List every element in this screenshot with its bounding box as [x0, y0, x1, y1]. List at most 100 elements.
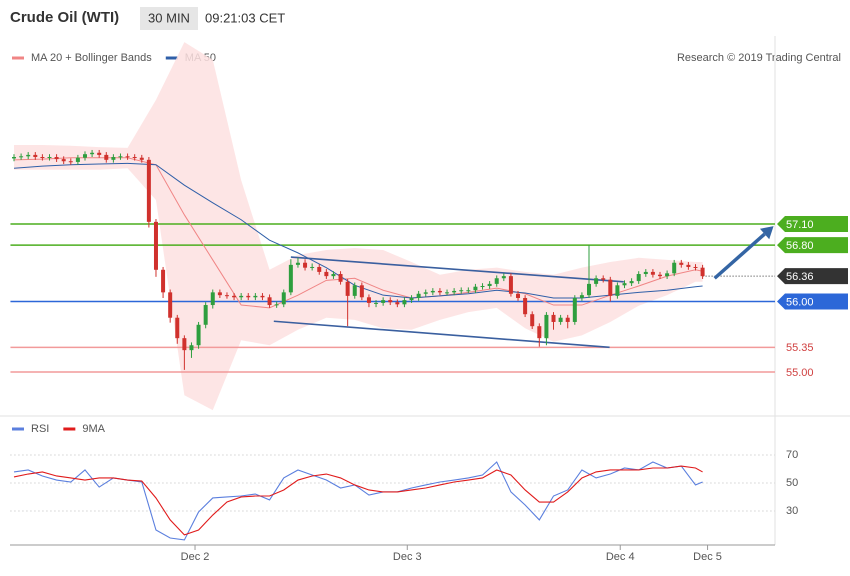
level-tag [777, 215, 848, 232]
candle-body [487, 283, 492, 287]
candle-body [466, 290, 471, 292]
candle-body [267, 297, 272, 306]
legend-label: RSI [31, 423, 49, 435]
candle-body [68, 161, 73, 163]
candle-body [587, 283, 592, 296]
candle-body [260, 295, 265, 298]
candle-body [665, 273, 670, 277]
candle-body [615, 285, 620, 296]
candle-body [508, 276, 513, 294]
candle-body [324, 271, 329, 277]
candle-body [82, 154, 87, 158]
candle-body [352, 285, 357, 296]
candle-body [224, 295, 229, 297]
source: Research © 2019 Trading Central [677, 52, 841, 64]
legend-label: 9MA [82, 423, 105, 435]
indicator-line [13, 157, 703, 309]
candle-body [303, 262, 308, 268]
candle-body [366, 297, 371, 303]
candle-body [153, 221, 158, 270]
candle-body [416, 293, 421, 298]
candle-body [104, 154, 109, 160]
candle-body [132, 157, 137, 159]
candle-body [636, 274, 641, 282]
candle-body [210, 292, 215, 306]
candle-body [146, 159, 151, 222]
candle-body [452, 290, 457, 293]
candle-body [189, 345, 194, 351]
candle-body [650, 271, 655, 275]
candle-body [622, 283, 627, 286]
legend-label: MA 20 + Bollinger Bands [31, 52, 152, 64]
candle-body [579, 295, 584, 298]
candle-body [118, 156, 123, 158]
candle-body [40, 157, 45, 159]
rsi-line [13, 465, 703, 536]
candle-body [480, 286, 485, 288]
candle-body [288, 264, 293, 293]
candle-body [11, 157, 16, 159]
candle-body [693, 266, 698, 268]
candle-body [111, 157, 116, 160]
candle-body [125, 156, 130, 158]
candle-body [388, 300, 393, 303]
candle-body [47, 157, 52, 159]
candle-body [700, 267, 705, 277]
candle-body [395, 302, 400, 305]
candle-body [501, 276, 506, 279]
candle-body [26, 154, 31, 157]
x-tick-label: Dec 4 [606, 551, 635, 563]
candle-body [19, 156, 24, 158]
candle-body [182, 338, 187, 351]
candle-body [139, 157, 144, 160]
trendline [290, 256, 624, 283]
candle-body [75, 157, 80, 162]
candle-body [594, 278, 599, 284]
candle-body [217, 292, 222, 296]
candle-body [345, 281, 350, 296]
level-tag [777, 293, 848, 310]
candle-body [54, 157, 59, 160]
candle-body [295, 262, 300, 265]
level-label: 57.10 [786, 219, 814, 231]
candle-body [409, 297, 414, 301]
candle-body [530, 314, 535, 327]
candle-body [565, 317, 570, 322]
candle-body [317, 266, 322, 272]
x-tick-label: Dec 2 [181, 551, 210, 563]
y-tick-label: 70 [786, 449, 798, 461]
candle-body [537, 326, 542, 339]
candle-body [672, 262, 677, 274]
candle-body [381, 300, 386, 303]
candle-body [239, 295, 244, 298]
candle-body [686, 264, 691, 267]
y-tick-label: 30 [786, 505, 798, 517]
candle-body [558, 317, 563, 322]
level-label: 56.80 [786, 240, 814, 252]
candle-body [601, 278, 606, 280]
candle-body [331, 274, 336, 277]
indicator-line [13, 162, 703, 299]
arrow-head [759, 226, 774, 240]
candle-body [253, 295, 258, 298]
candle-body [97, 152, 102, 155]
candle-body [423, 292, 428, 294]
candle-body [629, 281, 634, 284]
timeframe: 30 MIN [148, 10, 190, 25]
candle-body [61, 159, 66, 162]
candle-body [437, 290, 442, 293]
chart-title: Crude Oil (WTI) [10, 9, 119, 26]
candle-body [402, 300, 407, 305]
forecast-arrow [713, 232, 766, 280]
candle-body [310, 266, 315, 268]
x-tick-label: Dec 5 [693, 551, 722, 563]
level-tag [777, 268, 848, 285]
candle-body [643, 271, 648, 275]
candle-body [657, 274, 662, 277]
level-label: 56.36 [786, 271, 814, 283]
candle-body [232, 295, 237, 298]
candle-body [473, 286, 478, 291]
candle-body [168, 292, 173, 318]
x-tick-label: Dec 3 [393, 551, 422, 563]
